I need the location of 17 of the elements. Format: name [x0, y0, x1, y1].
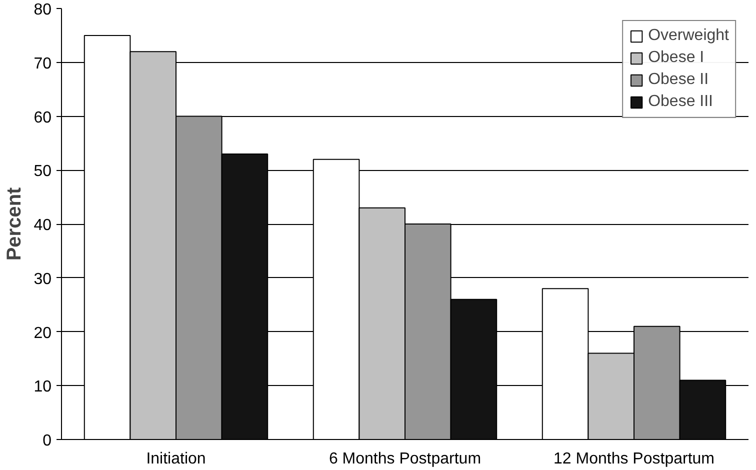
- y-tick-label: 0: [42, 432, 52, 450]
- y-tick-label: 70: [34, 55, 52, 72]
- y-tick-label: 30: [34, 270, 52, 288]
- legend-label: Obese II: [648, 71, 709, 89]
- legend-label: Overweight: [648, 27, 729, 45]
- y-tick-label: 20: [34, 324, 52, 342]
- y-axis-title: Percent: [4, 186, 26, 261]
- x-tick-label: 12 Months Postpartum: [554, 450, 714, 468]
- y-tick-label: 10: [34, 378, 52, 396]
- legend-label: Obese III: [648, 93, 713, 111]
- x-tick-label: Initiation: [146, 450, 206, 468]
- y-tick-label: 50: [34, 163, 52, 180]
- legend-label: Obese I: [648, 49, 704, 67]
- y-tick-label: 60: [34, 109, 52, 126]
- y-tick-label: 40: [34, 217, 52, 234]
- y-tick-label: 80: [34, 2, 52, 18]
- x-tick-label: 6 Months Postpartum: [328, 450, 482, 468]
